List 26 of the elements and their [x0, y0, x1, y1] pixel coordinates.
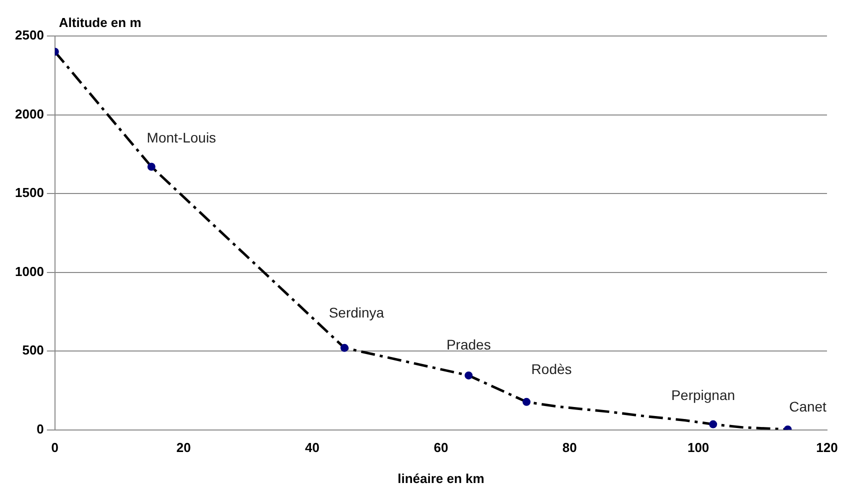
annotation: Mont-Louis [146, 130, 216, 146]
annotation: Serdinya [328, 304, 384, 321]
x-tick-label: 20 [176, 440, 191, 456]
annotation: Rodès [531, 360, 572, 377]
point [147, 162, 156, 171]
x-tick-label: 120 [816, 440, 838, 456]
y-tick-label: 1000 [15, 264, 44, 279]
x-axis-title: linéaire en km [398, 470, 484, 486]
y-tick-label: 500 [22, 342, 44, 358]
point [522, 398, 531, 406]
x-tick-label: 60 [434, 440, 448, 456]
x-tick-label: 40 [305, 440, 320, 456]
y-tick-label: 0 [36, 421, 44, 436]
annotation: Canet [789, 398, 827, 414]
x-tick-label: 80 [562, 440, 577, 456]
point [464, 371, 473, 380]
annotation: Prades [446, 336, 491, 352]
point [709, 420, 718, 428]
point [340, 344, 348, 352]
y-tick-label: 2000 [15, 106, 44, 122]
y-axis-title: Altitude en m [58, 15, 142, 30]
x-tick-label: 100 [687, 440, 710, 456]
x-tick-label: 0 [51, 440, 59, 456]
y-tick-label: 1500 [15, 185, 44, 200]
annotation: Perpignan [671, 387, 736, 404]
y-tick-label: 2500 [15, 28, 44, 43]
